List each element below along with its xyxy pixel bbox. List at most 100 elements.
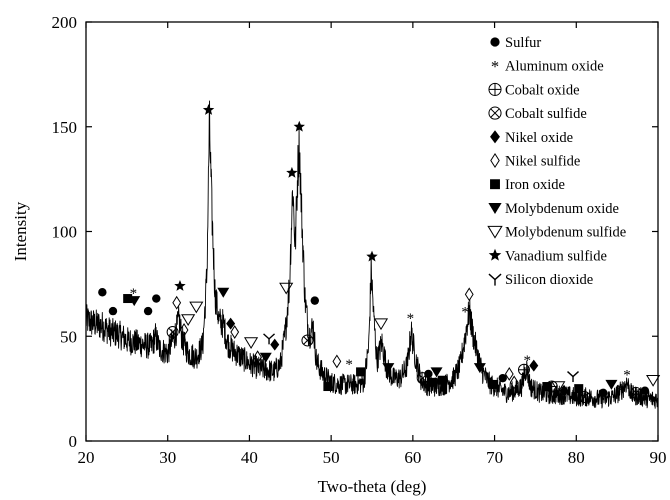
legend-label: Cobalt sulfide [505,106,587,122]
phase-marker-star-filled [366,250,378,262]
phase-marker-dot [143,306,153,316]
phase-marker-diamond-filled [226,317,236,330]
legend-marker-triangle-down-open [487,225,503,239]
phase-marker-triangle-down-filled [128,296,141,307]
legend-marker-dot [490,37,500,47]
phase-marker-dot [310,296,319,305]
phase-marker-square-filled [437,375,447,385]
phase-marker-circle-plus [545,380,558,393]
legend-marker-diamond-filled [490,130,500,144]
y-tick-label: 50 [60,327,77,346]
phase-marker-triangle-down-filled [430,367,443,378]
svg-text:*: * [407,311,415,327]
phase-marker-asterisk: * [345,357,353,373]
phase-marker-triangle-down-open [279,282,294,295]
phase-marker-diamond-open [332,354,342,369]
phase-marker-asterisk: * [623,367,631,383]
legend-label: Molybdenum oxide [505,201,619,217]
legend-marker-square-filled [490,179,500,190]
phase-marker-y-tri [263,333,276,345]
phase-marker-triangle-down-open [189,301,204,314]
phase-marker-triangle-down-open [243,337,259,350]
legend-marker-y-tri [488,273,502,286]
legend-label: Silicon dioxide [505,272,593,288]
x-axis-title: Two-theta (deg) [318,477,427,496]
phase-marker-circle-x [301,334,314,347]
legend-label: Vanadium sulfide [505,248,607,264]
phase-marker-triangle-down-filled [259,352,272,363]
y-tick-label: 100 [52,223,78,242]
phase-marker-triangle-down-open [551,381,566,393]
x-tick-label: 50 [323,448,340,467]
phase-marker-asterisk: * [130,286,138,302]
phase-marker-star-filled [286,166,298,178]
phase-marker-diamond-filled [559,384,569,397]
phase-marker-diamond-open [230,325,240,339]
phase-marker-circle-x [166,326,179,339]
x-tick-label: 90 [650,448,667,467]
svg-text:*: * [345,357,353,373]
svg-text:*: * [524,353,532,369]
legend: Sulfur * Aluminum oxide Cobalt oxide Cobalt … [487,35,626,288]
phase-marker-triangle-down-filled [473,363,486,374]
phase-marker-diamond-open [509,375,519,390]
phase-markers: *** **** [98,103,661,404]
phase-marker-triangle-down-open [373,318,389,331]
phase-marker-diamond-open [172,295,182,310]
phase-marker-square-filled [323,382,333,392]
legend-marker-diamond-open [490,152,500,169]
legend-marker-asterisk: * [491,57,499,76]
phase-marker-asterisk: * [407,311,415,327]
x-tick-label: 70 [486,448,503,467]
phase-marker-dot [108,306,118,316]
legend-label: Nikel sulfide [505,154,580,170]
phase-marker-square-filled [427,377,437,387]
legend-marker-circle-plus [488,82,502,96]
svg-text:*: * [461,305,469,321]
phase-marker-triangle-down-filled [605,379,618,390]
axis-ticks: 20 30 40 50 60 70 80 90 0 50 100 150 200 [52,13,667,467]
phase-marker-asterisk: * [617,382,625,398]
phase-marker-y-tri [567,371,579,383]
phase-marker-triangle-down-open [646,374,661,387]
phase-marker-dot [498,373,507,383]
legend-marker-star-filled [488,248,502,261]
phase-marker-diamond-filled [529,359,539,372]
xrd-noise-trace [85,100,659,409]
legend-label: Molybdenum sulfide [505,225,626,241]
phase-marker-diamond-open [504,367,514,381]
phase-marker-square-filled [123,294,133,304]
x-tick-label: 80 [568,448,585,467]
phase-marker-triangle-down-filled [382,363,395,374]
phase-marker-square-filled [574,384,584,394]
y-axis-title: Intensity [11,201,30,261]
y-tick-label: 200 [52,13,78,32]
x-tick-label: 20 [78,448,95,467]
phase-marker-dot [98,288,107,297]
phase-marker-dot [640,386,650,395]
svg-text:*: * [491,57,499,76]
legend-label: Sulfur [505,35,541,51]
legend-marker-triangle-down-filled [488,202,502,214]
phase-marker-dot [152,294,161,303]
phase-marker-square-filled [489,379,499,389]
phase-marker-diamond-open [464,287,474,302]
phase-marker-dot [424,369,433,379]
phase-marker-circle-plus [517,363,530,376]
phase-marker-diamond-open [179,323,189,337]
phase-marker-dot [599,388,608,398]
legend-label: Iron oxide [505,177,565,193]
y-tick-label: 150 [52,118,78,137]
x-tick-label: 30 [159,448,176,467]
legend-label: Nikel oxide [505,130,573,146]
phase-marker-triangle-down-filled [217,287,230,298]
phase-marker-star-filled [293,120,305,132]
legend-marker-circle-x [488,106,502,120]
phase-marker-asterisk: * [524,353,532,369]
phase-marker-circle-x [578,391,591,404]
phase-marker-asterisk: * [461,305,469,321]
phase-marker-square-filled [356,367,366,377]
phase-marker-diamond-filled [270,338,280,351]
phase-marker-star-filled [202,103,215,115]
